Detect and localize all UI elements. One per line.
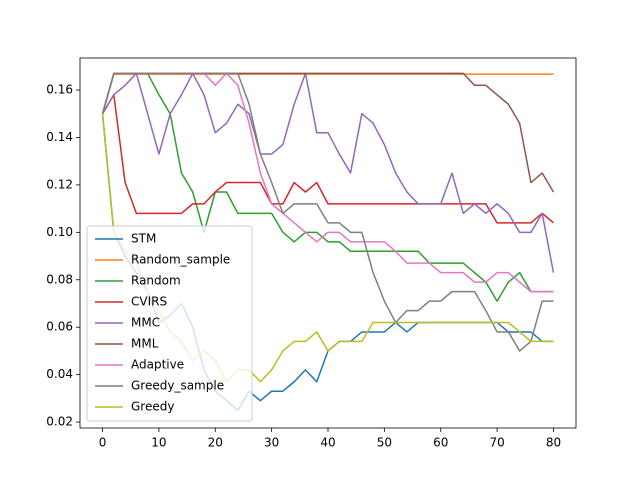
y-tick-label: 0.06	[46, 320, 73, 334]
legend-label: Greedy_sample	[131, 379, 224, 393]
y-tick-label: 0.02	[46, 415, 73, 429]
x-tick-label: 20	[208, 436, 223, 450]
line	[101, 72, 555, 273]
y-tick-label: 0.16	[46, 83, 73, 97]
y-tick-label: 0.08	[46, 272, 73, 286]
x-tick-label: 50	[377, 436, 392, 450]
legend-label: MML	[131, 337, 159, 351]
x-tick-label: 80	[546, 436, 561, 450]
legend-label: MMC	[131, 316, 160, 330]
legend-label: Random	[131, 274, 181, 288]
y-tick-label: 0.14	[46, 130, 73, 144]
legend-box	[86, 225, 253, 422]
line	[101, 94, 554, 224]
x-tick-label: 10	[151, 436, 166, 450]
line	[101, 72, 554, 302]
legend-label: STM	[131, 232, 156, 246]
legend-label: Adaptive	[131, 358, 184, 372]
legend-label: Random_sample	[131, 253, 230, 267]
y-tick-label: 0.12	[46, 177, 73, 191]
x-tick-label: 60	[433, 436, 448, 450]
x-tick-label: 30	[264, 436, 279, 450]
y-tick-label: 0.10	[46, 225, 73, 239]
x-tick-label: 40	[320, 436, 335, 450]
y-tick-label: 0.04	[46, 367, 73, 381]
legend-label: CVIRS	[131, 295, 167, 309]
line	[101, 72, 554, 352]
x-tick-label: 0	[99, 436, 107, 450]
x-tick-label: 70	[489, 436, 504, 450]
legend-label: Greedy	[131, 400, 174, 414]
plot-frame	[79, 57, 577, 429]
